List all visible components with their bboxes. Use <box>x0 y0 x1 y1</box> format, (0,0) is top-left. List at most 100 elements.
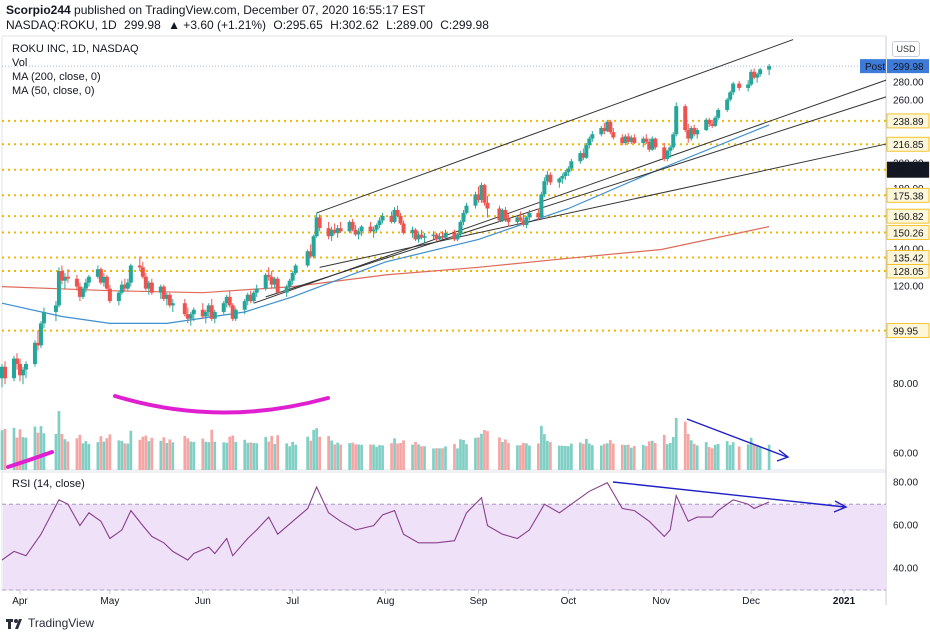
candle-body <box>608 121 613 133</box>
candle-body <box>479 185 484 200</box>
volume-bar <box>599 445 603 470</box>
post-price-tag <box>887 59 929 74</box>
post-tag <box>860 59 886 74</box>
volume-bar <box>339 444 342 470</box>
volume-bar <box>498 437 501 470</box>
candle-body <box>545 174 550 182</box>
volume-bar <box>399 443 402 470</box>
candle-body <box>146 282 151 289</box>
volume-bar <box>117 440 121 470</box>
volume-bar <box>650 440 654 470</box>
candle-body <box>731 83 736 93</box>
candle-body <box>569 161 574 169</box>
volume-bar <box>318 436 321 470</box>
candle-body <box>98 269 103 283</box>
volume-bar <box>285 443 289 470</box>
volume-bar <box>378 445 381 470</box>
legend-title[interactable]: ROKU INC, 1D, NASDAQ <box>12 43 139 55</box>
candle-body <box>314 217 319 237</box>
time-tick-label: Dec <box>742 596 760 607</box>
publisher-name[interactable]: Scorpio244 <box>6 3 71 17</box>
candle-body <box>23 363 28 370</box>
candle-body <box>647 141 652 150</box>
candle-body <box>245 294 250 302</box>
candle-body <box>368 226 373 232</box>
candle-body <box>272 278 277 285</box>
open-value: 295.65 <box>286 18 323 32</box>
volume-bar <box>414 441 417 470</box>
candle-body <box>737 83 742 88</box>
volume-bar <box>15 437 19 470</box>
volume-bar <box>66 441 70 470</box>
chart-header: Scorpio244 published on TradingView.com,… <box>0 0 930 34</box>
candle-body <box>473 194 478 206</box>
candle-body <box>602 127 607 132</box>
volume-bar <box>423 446 426 470</box>
candle-body <box>149 282 154 293</box>
close-value: 299.98 <box>452 18 489 32</box>
volume-bar <box>99 436 103 470</box>
volume-bar <box>150 437 154 470</box>
candle-body <box>536 212 541 218</box>
candle-body <box>437 236 442 240</box>
volume-bar <box>333 444 336 470</box>
candle-body <box>167 294 172 306</box>
legend-ma200[interactable]: MA (200, close, 0) <box>12 71 101 83</box>
candle-body <box>170 303 175 306</box>
time-tick-label: Apr <box>12 596 28 607</box>
volume-bar <box>270 435 274 470</box>
volume-bar <box>60 433 64 470</box>
volume-bar <box>375 446 378 470</box>
candle-body <box>251 292 256 302</box>
candle-body <box>539 194 544 218</box>
candle-body <box>689 127 694 139</box>
volume-bar <box>587 443 591 470</box>
candle-body <box>758 69 763 75</box>
candle-body <box>0 366 4 379</box>
legend-ma50[interactable]: MA (50, close, 0) <box>12 85 95 97</box>
current-price-label: 195.05 <box>893 166 924 177</box>
volume-bar <box>558 445 561 470</box>
candle-body <box>521 220 526 226</box>
current-price-tag <box>887 161 929 178</box>
legend-volume[interactable]: Vol <box>12 57 28 69</box>
tradingview-logo-text[interactable]: TradingView <box>28 616 95 630</box>
candle-body <box>506 218 511 222</box>
candle-body <box>464 205 469 213</box>
volume-bar <box>590 445 594 470</box>
volume-bar <box>456 448 459 470</box>
level-tag <box>886 187 930 203</box>
candle-body <box>653 138 658 148</box>
candle-body <box>311 236 316 257</box>
volume-bar <box>519 445 522 470</box>
currency-button[interactable]: USD <box>892 41 920 57</box>
volume-bar <box>267 441 271 470</box>
volume-bar <box>501 442 504 470</box>
annotation-rsi-arrow <box>612 481 846 508</box>
candle-body <box>581 153 586 158</box>
candle-body <box>440 236 445 238</box>
volume-bar <box>63 439 67 470</box>
volume-bar <box>213 441 217 470</box>
volume-bar <box>561 445 564 470</box>
rsi-legend[interactable]: RSI (14, close) <box>12 478 85 490</box>
volume-bar <box>84 441 88 470</box>
price-change: ▲ +3.60 (+1.21%) <box>168 18 267 32</box>
high-label: H: <box>330 18 343 32</box>
candle-body <box>317 217 322 229</box>
volume-bar <box>81 443 85 470</box>
volume-bar <box>737 446 741 470</box>
candle-body <box>83 282 88 289</box>
trend-line <box>265 96 887 298</box>
candle-body <box>431 234 436 237</box>
candle-body <box>686 130 691 139</box>
volume-bar <box>704 442 708 470</box>
annotation-volume-arrow <box>686 418 788 458</box>
candle-body <box>728 92 733 100</box>
candle-body <box>611 132 616 138</box>
candle-body <box>200 309 205 317</box>
candle-body <box>326 228 331 237</box>
volume-bar <box>444 446 447 470</box>
candle-body <box>419 234 424 238</box>
